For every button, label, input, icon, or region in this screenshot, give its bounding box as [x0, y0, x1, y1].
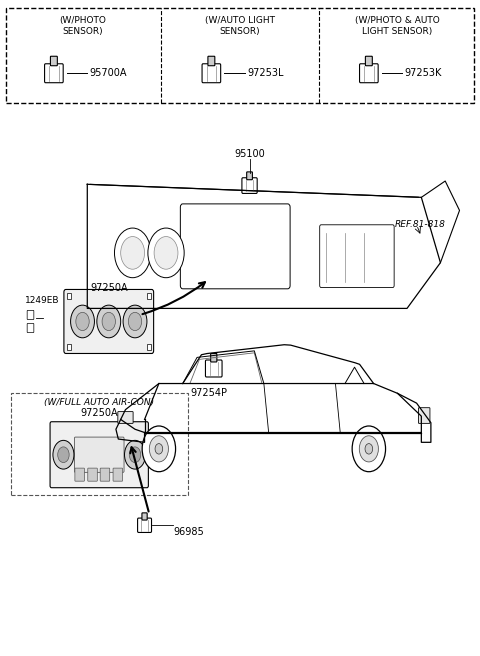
Circle shape — [123, 305, 147, 338]
FancyBboxPatch shape — [27, 323, 34, 333]
FancyBboxPatch shape — [100, 468, 110, 482]
FancyBboxPatch shape — [74, 437, 124, 472]
Circle shape — [365, 443, 372, 454]
FancyBboxPatch shape — [138, 518, 152, 533]
FancyBboxPatch shape — [205, 360, 222, 377]
Text: REF.81-818: REF.81-818 — [395, 220, 446, 230]
FancyBboxPatch shape — [50, 56, 57, 66]
Text: 97250A: 97250A — [81, 407, 118, 418]
FancyBboxPatch shape — [27, 310, 34, 319]
Circle shape — [352, 426, 385, 472]
Text: (W/AUTO LIGHT
SENSOR): (W/AUTO LIGHT SENSOR) — [205, 16, 275, 36]
FancyBboxPatch shape — [365, 56, 372, 66]
Text: (W/PHOTO
SENSOR): (W/PHOTO SENSOR) — [59, 16, 106, 36]
Circle shape — [76, 312, 89, 331]
Circle shape — [154, 237, 178, 269]
FancyBboxPatch shape — [419, 407, 430, 423]
Circle shape — [115, 228, 151, 277]
Text: (W/FULL AUTO AIR-CON): (W/FULL AUTO AIR-CON) — [44, 398, 154, 407]
Bar — [67, 293, 71, 298]
Circle shape — [58, 447, 69, 462]
Circle shape — [124, 440, 145, 469]
Text: 97253L: 97253L — [247, 68, 284, 78]
Text: 95100: 95100 — [234, 150, 265, 159]
FancyBboxPatch shape — [180, 204, 290, 289]
FancyBboxPatch shape — [45, 64, 63, 83]
Circle shape — [148, 228, 184, 277]
Circle shape — [71, 305, 95, 338]
FancyBboxPatch shape — [6, 8, 474, 102]
Bar — [147, 293, 151, 298]
Text: 96985: 96985 — [173, 527, 204, 537]
FancyBboxPatch shape — [202, 64, 221, 83]
FancyBboxPatch shape — [211, 354, 217, 362]
FancyBboxPatch shape — [75, 468, 84, 482]
Circle shape — [360, 436, 378, 462]
FancyBboxPatch shape — [360, 64, 378, 83]
FancyBboxPatch shape — [247, 172, 252, 180]
Text: 1249EB: 1249EB — [25, 296, 60, 305]
Text: 95700A: 95700A — [90, 68, 127, 78]
Circle shape — [120, 237, 144, 269]
FancyBboxPatch shape — [208, 56, 215, 66]
Circle shape — [149, 436, 168, 462]
FancyBboxPatch shape — [118, 411, 133, 423]
Text: 97250A: 97250A — [90, 283, 128, 293]
FancyBboxPatch shape — [320, 225, 394, 287]
Bar — [67, 344, 71, 350]
Text: 97254P: 97254P — [191, 388, 228, 398]
FancyBboxPatch shape — [142, 513, 147, 520]
Circle shape — [128, 312, 142, 331]
Circle shape — [142, 426, 176, 472]
Bar — [147, 344, 151, 350]
Text: (W/PHOTO & AUTO
LIGHT SENSOR): (W/PHOTO & AUTO LIGHT SENSOR) — [355, 16, 440, 36]
FancyBboxPatch shape — [113, 468, 122, 482]
Circle shape — [97, 305, 120, 338]
FancyBboxPatch shape — [11, 394, 188, 495]
FancyBboxPatch shape — [64, 289, 154, 354]
Circle shape — [129, 447, 141, 462]
FancyBboxPatch shape — [88, 468, 97, 482]
Circle shape — [102, 312, 116, 331]
Text: 97253K: 97253K — [405, 68, 442, 78]
Circle shape — [53, 440, 74, 469]
FancyBboxPatch shape — [242, 178, 257, 194]
FancyBboxPatch shape — [50, 422, 148, 487]
Circle shape — [155, 443, 163, 454]
